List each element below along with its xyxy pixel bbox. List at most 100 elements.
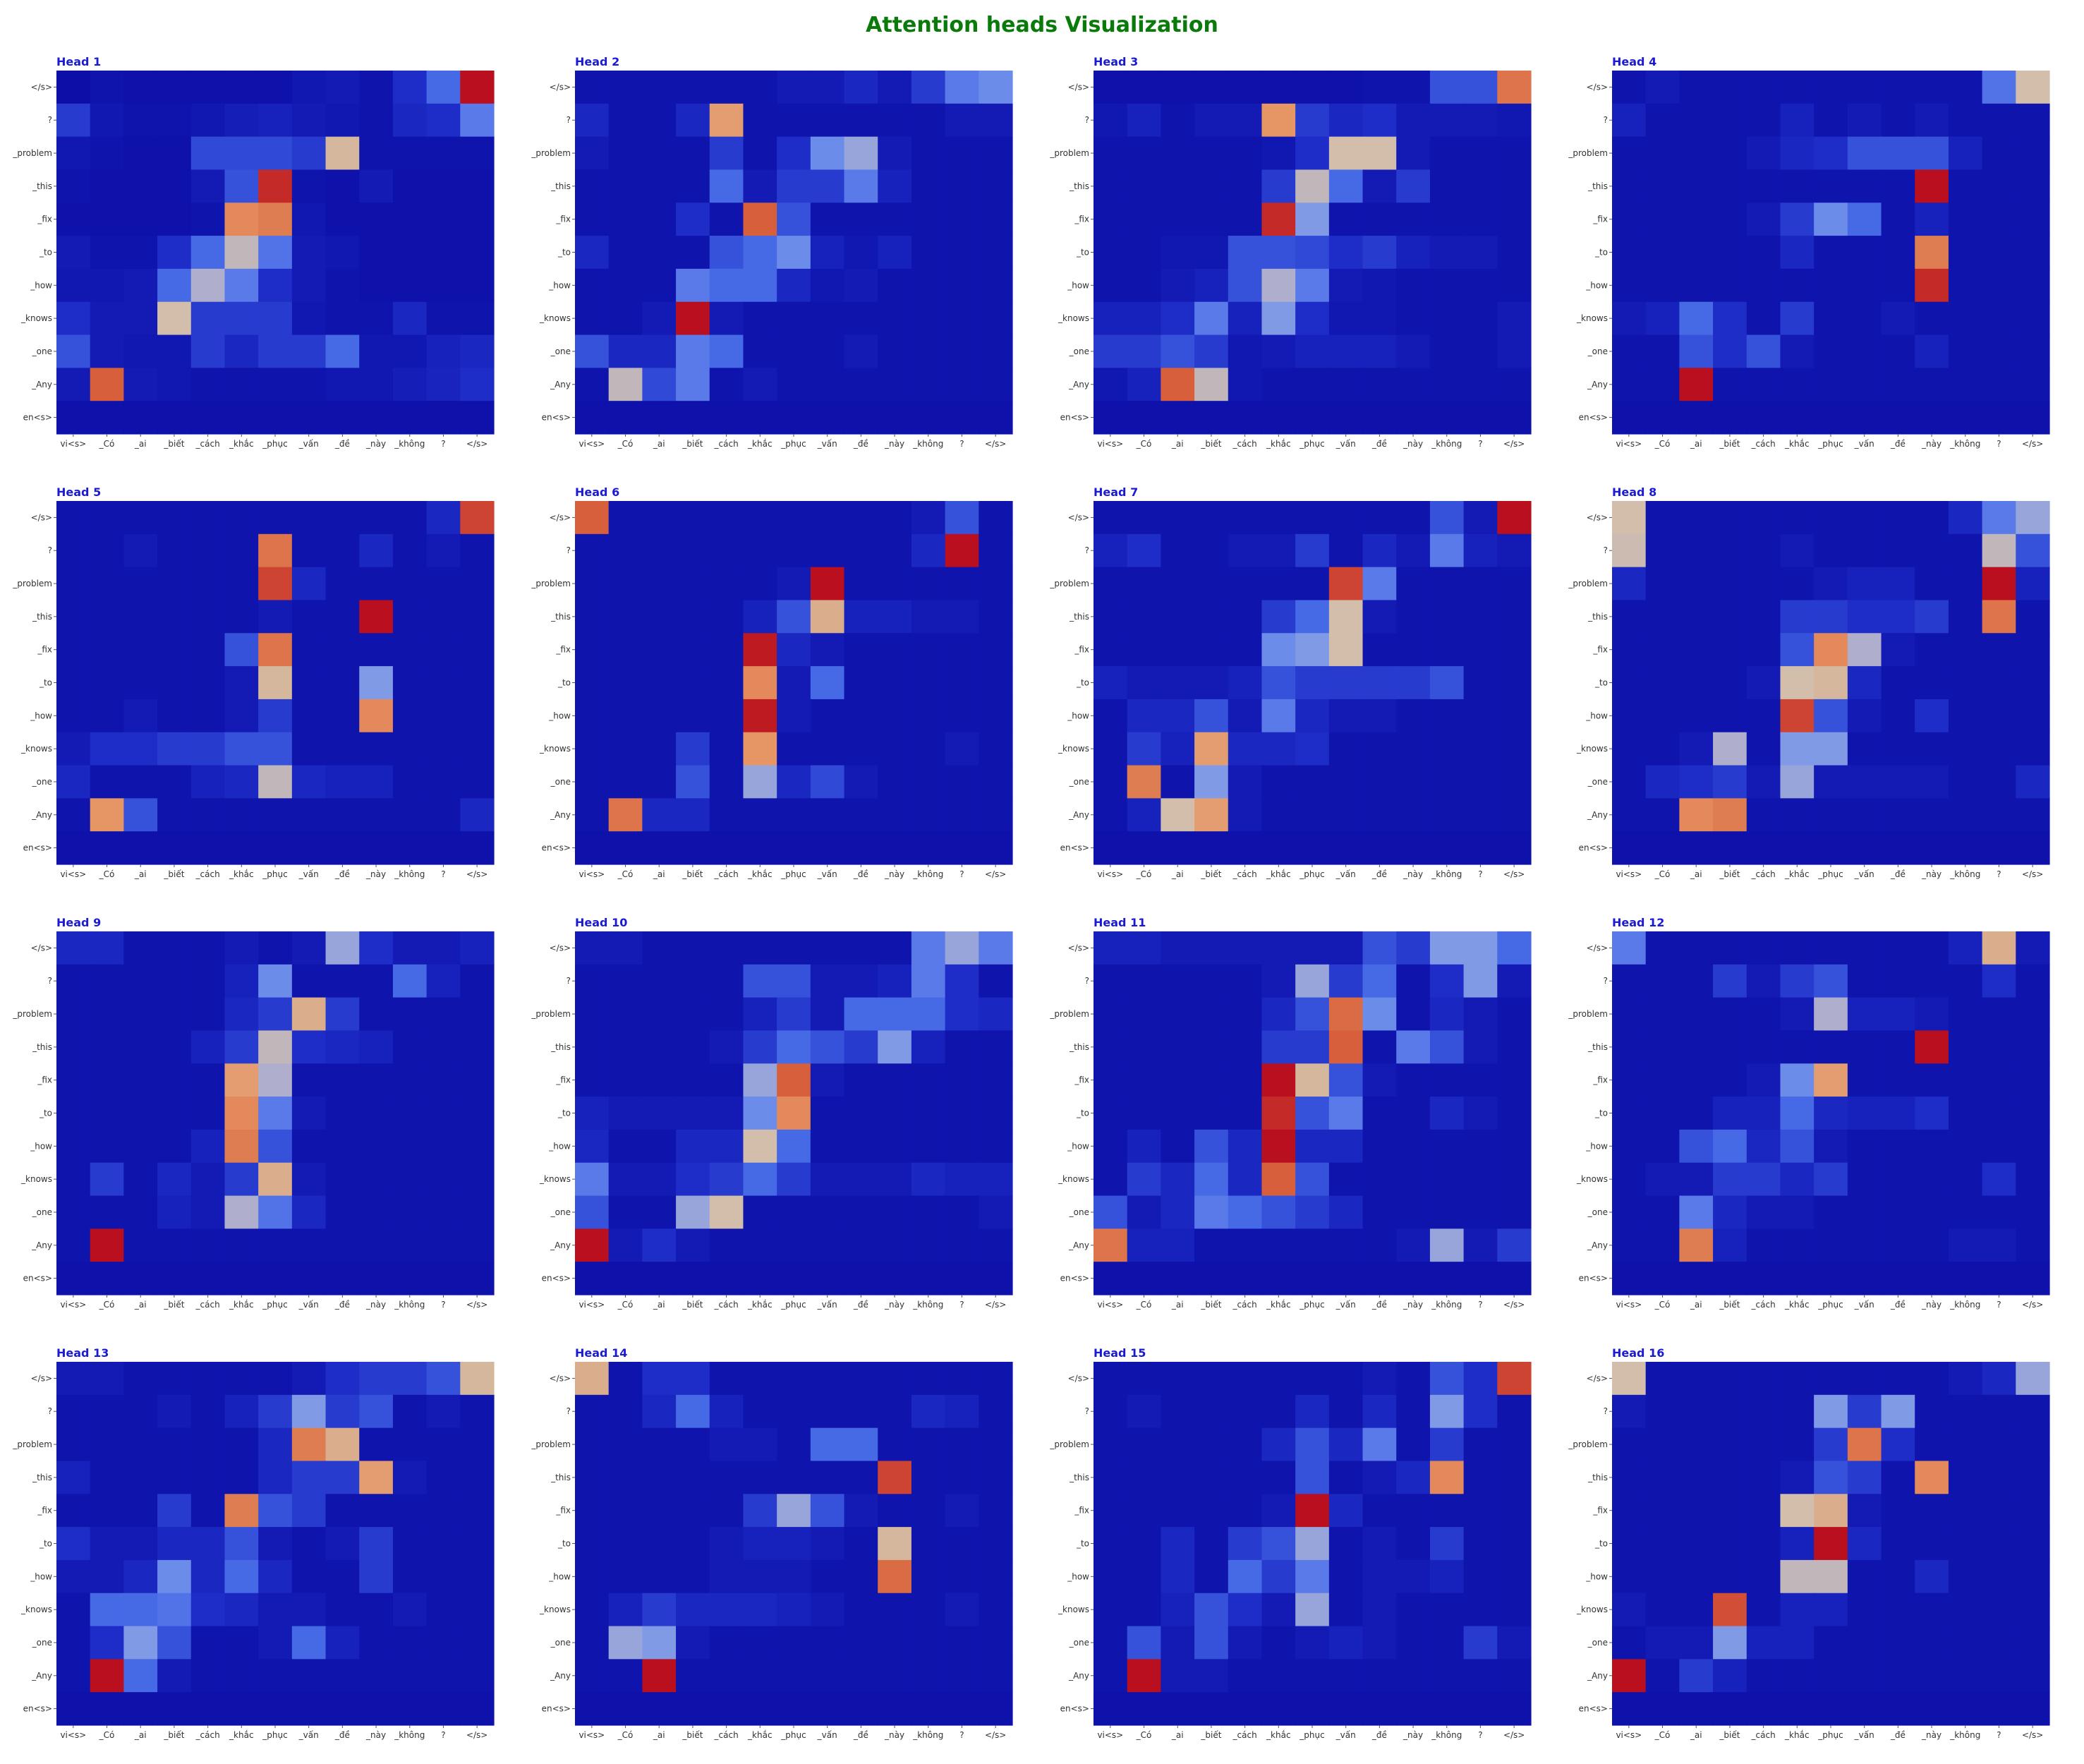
x-tick-label: _biết [1200, 1730, 1221, 1740]
heatmap-cell [157, 169, 192, 203]
heatmap-cell [258, 1129, 293, 1164]
heatmap-cell [1328, 1362, 1364, 1396]
heatmap-cell [1127, 136, 1161, 171]
y-tick-label: _how [1067, 711, 1089, 720]
heatmap-cell [1396, 1494, 1431, 1528]
heatmap-cell [1612, 136, 1647, 171]
heatmap-cell [1228, 666, 1263, 700]
heatmap-cell [1261, 1626, 1296, 1660]
heatmap-cell [1295, 633, 1330, 667]
heatmap-cell [325, 666, 360, 700]
heatmap-cell [1780, 1527, 1815, 1561]
heatmap-cell [810, 666, 845, 700]
heatmap-cell [1948, 1559, 1983, 1594]
heatmap-cell [911, 268, 946, 303]
heatmap-cell [1429, 533, 1465, 568]
heatmap-cell [1847, 236, 1882, 270]
heatmap-cell [911, 136, 946, 171]
heatmap-cell [90, 699, 124, 733]
heatmap-cell [1127, 1030, 1161, 1064]
heatmap-cell [676, 964, 710, 998]
heatmap-cell [676, 533, 710, 568]
heatmap-cell [258, 633, 293, 667]
x-tick-label: _khắc [747, 1730, 773, 1740]
heatmap-cell [1881, 1097, 1915, 1130]
heatmap-cell [1295, 798, 1330, 832]
heatmap-cell [608, 1262, 643, 1295]
heatmap-cell [709, 236, 744, 270]
y-tick-label: ? [1085, 545, 1089, 555]
heatmap-cell [258, 169, 293, 203]
heatmap-cell [1679, 1362, 1714, 1396]
heatmap-cell [642, 964, 677, 998]
heatmap-cell [608, 136, 643, 171]
heatmap-cell [1780, 1494, 1815, 1528]
heatmap-cell [1194, 401, 1229, 435]
heatmap-cell [844, 1692, 878, 1726]
heatmap-cell [1780, 1559, 1815, 1594]
heatmap-cell [575, 1626, 610, 1660]
heatmap-cell [743, 236, 777, 270]
heatmap-cell [777, 1063, 811, 1097]
heatmap-cell [1228, 1030, 1263, 1064]
heatmap-cell [1362, 1461, 1397, 1494]
heatmap-cell [1746, 1593, 1781, 1627]
heatmap-cell [1982, 169, 2016, 203]
y-tick-label: _how [548, 1141, 571, 1151]
heatmap-cell [460, 136, 495, 171]
heatmap-cell [1814, 1427, 1848, 1462]
heatmap-cell [1814, 301, 1848, 336]
heatmap-cell [777, 699, 811, 733]
x-tick-label: _phục [262, 1300, 287, 1310]
heatmap-cell [1261, 1692, 1296, 1726]
heatmap-cell [1679, 136, 1714, 171]
y-tick-label: _problem [1568, 1009, 1608, 1019]
heatmap-cell [575, 1129, 610, 1164]
heatmap-cell [642, 1692, 677, 1726]
heatmap-cell [1429, 1362, 1465, 1396]
heatmap-cell [743, 533, 777, 568]
heatmap-cell [1161, 765, 1195, 799]
x-tick-label: _biết [163, 1730, 184, 1740]
heatmap-cell [1429, 1626, 1465, 1660]
heatmap-cell [945, 236, 979, 270]
heatmap-cell [743, 1162, 777, 1197]
heatmap-cell [1948, 1494, 1983, 1528]
heatmap-cell [642, 169, 677, 203]
heatmap-cell [460, 1394, 495, 1429]
y-tick-label: _problem [1568, 1439, 1608, 1449]
heatmap-cell [1194, 633, 1229, 667]
y-tick-label: </s> [31, 943, 52, 953]
x-tick-label: _này [884, 439, 904, 449]
heatmap-cell [1362, 268, 1397, 303]
heatmap-cell [190, 931, 226, 965]
heatmap-cell [190, 1030, 226, 1064]
y-tick-label: _to [1076, 248, 1089, 258]
heatmap-cell [291, 1195, 327, 1229]
heatmap-cell [1194, 268, 1229, 303]
heatmap-cell [1228, 1559, 1263, 1594]
heatmap-cell [777, 1593, 811, 1627]
heatmap-cell [56, 368, 91, 401]
heatmap-cell [56, 1427, 91, 1462]
head-title: Head 9 [56, 916, 101, 929]
heatmap-cell [123, 964, 158, 998]
heatmap-cell [426, 732, 461, 766]
x-tick-label: _không [912, 869, 943, 879]
heatmap-cell [1161, 236, 1195, 270]
heatmap-cell [1295, 1626, 1330, 1660]
heatmap-cell [2016, 964, 2050, 998]
heatmap-cell [911, 1162, 946, 1197]
heatmap-cell [1295, 1659, 1330, 1693]
heatmap-cell [1328, 633, 1364, 667]
heatmap-cell [1915, 203, 1949, 236]
heatmap-cell [90, 136, 124, 171]
heatmap-cell [56, 798, 91, 832]
heatmap-cell [1328, 964, 1364, 998]
heatmap-cell [642, 533, 677, 568]
heatmap-cell [123, 1692, 158, 1726]
heatmap-cell [56, 1195, 91, 1229]
heatmap-cell [90, 334, 124, 368]
heatmap-cell [190, 136, 226, 171]
heatmap-cell [325, 600, 360, 634]
